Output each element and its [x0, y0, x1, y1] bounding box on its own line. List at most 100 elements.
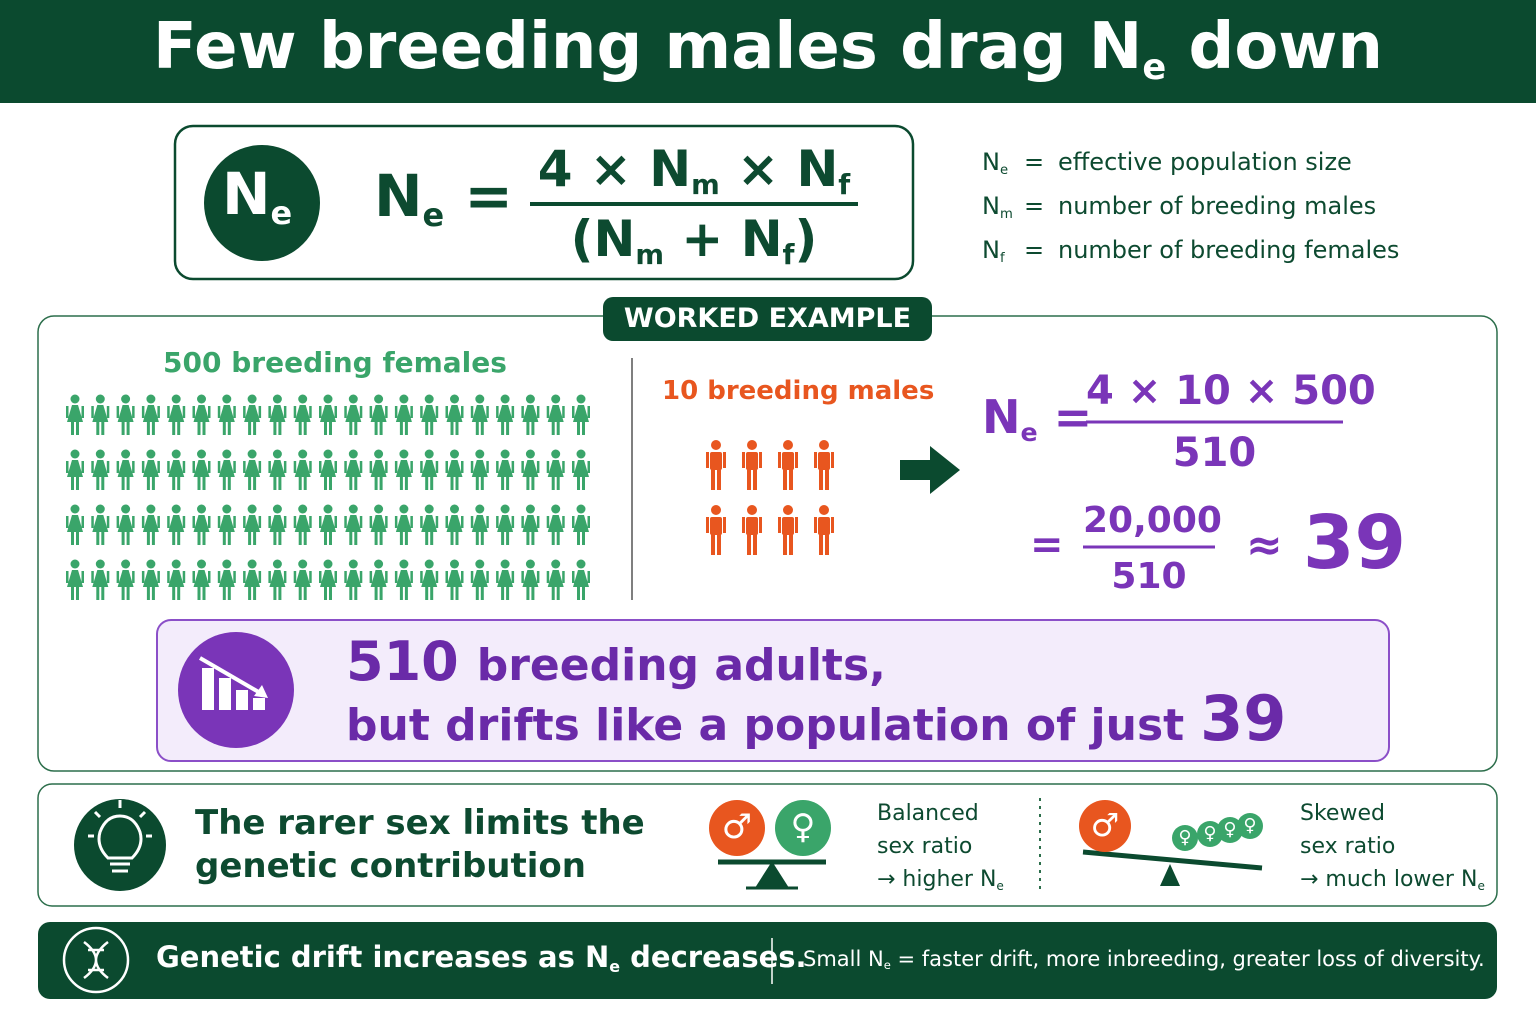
- female-icon: [66, 394, 84, 435]
- legend-text: number of breeding males: [1058, 192, 1377, 220]
- female-icon: [243, 559, 262, 600]
- female-icon: [445, 504, 464, 545]
- female-icon: [496, 504, 515, 545]
- sex-symbol: ♂: [721, 806, 753, 847]
- sex-symbol: ♀: [1243, 814, 1257, 836]
- legend-row: Nf = number of breeding females: [982, 236, 1399, 266]
- female-icon: [521, 559, 540, 600]
- female-icon: [91, 504, 110, 545]
- female-icon: [470, 394, 489, 435]
- female-icon: [521, 504, 540, 545]
- scale-base: [1160, 864, 1180, 886]
- sex-badge: [775, 800, 831, 856]
- callout-text: but drifts like a population of just: [346, 700, 1185, 751]
- subscript: e: [999, 162, 1009, 178]
- scale-base: [746, 861, 798, 890]
- badge-text: WORKED EXAMPLE: [623, 303, 912, 334]
- callout-text: breeding adults,: [476, 640, 886, 691]
- female-icon: [420, 449, 439, 490]
- text-part: → higher N: [877, 867, 997, 892]
- female-icon: [445, 449, 464, 490]
- legend-symbol: Ne: [982, 148, 1024, 178]
- female-icon: [470, 504, 489, 545]
- callout-number: 39: [1200, 682, 1287, 755]
- female-icon: [546, 449, 565, 490]
- callout-line: but drifts like a population of just 39: [346, 682, 1286, 755]
- male-icon: [706, 440, 726, 490]
- formula-badge: [204, 145, 320, 261]
- female-icon: [369, 394, 388, 435]
- female-icon: [116, 449, 135, 490]
- text-part: ): [794, 210, 818, 268]
- footer-main: Genetic drift increases as Ne decreases.: [156, 940, 807, 976]
- subscript: f: [838, 169, 851, 202]
- female-icon: [268, 449, 287, 490]
- bulb-icon: [74, 799, 166, 891]
- text-part: + N: [663, 210, 783, 268]
- female-icon: [116, 559, 135, 600]
- text-part: N: [374, 162, 423, 230]
- female-icon: [319, 504, 337, 545]
- text-part: =: [444, 162, 513, 230]
- text-part: N: [982, 192, 1000, 220]
- header-bar: [0, 0, 1536, 103]
- sex-badge: [1237, 813, 1263, 839]
- female-icon: [293, 504, 312, 545]
- female-icon: [344, 449, 363, 490]
- female-icon: [546, 504, 565, 545]
- female-icon: [66, 449, 84, 490]
- text-part: decreases.: [620, 940, 807, 974]
- subscript: e: [609, 956, 621, 976]
- skewed-text: Skewed sex ratio → much lower Ne: [1300, 797, 1485, 899]
- male-icon: [778, 505, 798, 555]
- subscript: e: [1142, 46, 1167, 88]
- legend-row: Ne = effective population size: [982, 148, 1352, 178]
- legend-eq: =: [1024, 192, 1045, 220]
- legend-row: Nm = number of breeding males: [982, 192, 1377, 222]
- bulb: [88, 800, 152, 873]
- calc-numerator: 4 × 10 × 500: [1086, 368, 1376, 414]
- female-icon: [319, 559, 337, 600]
- female-icon: [344, 559, 363, 600]
- sex-symbol: ♂: [1090, 806, 1120, 845]
- female-icon: [546, 394, 565, 435]
- male-icon: [814, 505, 834, 555]
- female-icon: [217, 394, 236, 435]
- example-badge: [603, 297, 932, 341]
- formula-denominator: (Nm + Nf): [530, 210, 858, 271]
- text-part: Small N: [803, 947, 884, 971]
- female-icon: [420, 559, 439, 600]
- subscript: e: [1477, 878, 1485, 893]
- female-icon: [293, 394, 312, 435]
- female-icon: [192, 559, 211, 600]
- female-icon: [572, 394, 590, 435]
- female-icon: [293, 449, 312, 490]
- dna-icon: [62, 926, 130, 994]
- male-icon: [778, 440, 798, 490]
- subscript: e: [422, 195, 445, 234]
- legend-eq: =: [1024, 236, 1045, 264]
- female-icon: [394, 449, 413, 490]
- males-label: 10 breeding males: [662, 376, 935, 406]
- females-label: 500 breeding females: [163, 346, 507, 379]
- legend-symbol: Nf: [982, 236, 1024, 266]
- female-icon: [268, 394, 287, 435]
- subscript: e: [270, 193, 293, 232]
- female-icon: [394, 394, 413, 435]
- subscript: e: [883, 958, 891, 973]
- sex-symbol: ♀: [1223, 818, 1237, 840]
- female-icon: [192, 394, 211, 435]
- female-icon: [369, 559, 388, 600]
- female-icon: [243, 449, 262, 490]
- calc-lhs: Ne =: [982, 390, 1093, 447]
- subscript: m: [691, 169, 720, 202]
- text-part: Genetic drift increases as N: [156, 940, 610, 974]
- subscript: e: [996, 878, 1004, 893]
- female-icon: [141, 449, 160, 490]
- male-icon: [742, 505, 762, 555]
- sex-badge: [1217, 817, 1243, 843]
- subscript: e: [1020, 417, 1038, 447]
- note-line: Balanced: [877, 801, 979, 826]
- text-part: =: [1037, 390, 1093, 444]
- female-icon: [116, 504, 135, 545]
